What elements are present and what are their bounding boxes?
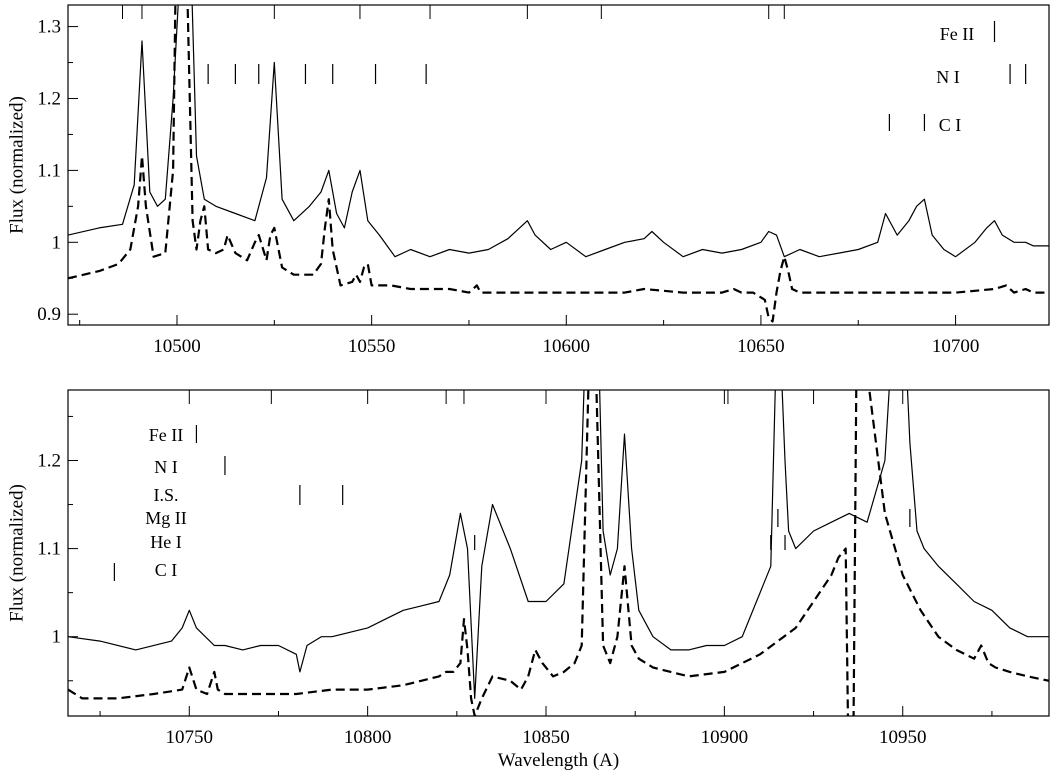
y-axis-label: Flux (normalized) [6,484,27,622]
observed-spectrum-line [68,5,1049,258]
line-id-label: Fe II [149,425,184,445]
x-tick-label: 10800 [344,727,392,748]
x-tick-label: 10850 [522,727,570,748]
x-tick-label: 10500 [153,336,201,357]
observed-spectrum-line [68,390,1049,700]
x-tick-label: 10900 [701,727,749,748]
model-spectrum-line [68,5,1049,323]
panel-1: 10500 10550 10600 10650 10700 0.9 1 1.1 1.2 1.3 Fl… [6,4,1050,357]
x-tick-label: 10650 [737,336,785,357]
plot-frame [67,4,1050,326]
y-tick-label: 1 [52,627,62,648]
x-tick-label: 10950 [879,727,927,748]
x-tick-label: 10700 [932,336,980,357]
y-tick-label: 1 [52,232,62,253]
line-id-label: N I [936,67,960,87]
x-tick-label: 10550 [348,336,396,357]
x-tick-label: 10600 [543,336,591,357]
x-tick-label: 10750 [166,727,214,748]
plot-frame [67,389,1050,717]
y-axis-label: Flux (normalized) [6,96,27,234]
y-tick-label: 1.3 [37,17,61,38]
x-axis-label: Wavelength (A) [498,750,619,771]
line-id-label: Fe II [940,24,975,44]
model-spectrum-line [68,390,1049,716]
line-id-label: C I [155,560,178,580]
y-tick-label: 1.1 [37,160,61,181]
line-id-label: Mg II [145,508,187,528]
panel-2: 10750 10800 10850 10900 10950 1 1.1 1.2 Flux (no… [6,389,1050,771]
y-tick-label: 1.2 [37,88,61,109]
line-id-label: I.S. [153,485,178,505]
y-tick-label: 1.2 [37,450,61,471]
y-tick-label: 1.1 [37,539,61,560]
line-id-label: He I [150,532,181,552]
line-id-label: N I [154,457,178,477]
line-id-label: C I [939,115,962,135]
y-tick-label: 0.9 [37,304,61,325]
